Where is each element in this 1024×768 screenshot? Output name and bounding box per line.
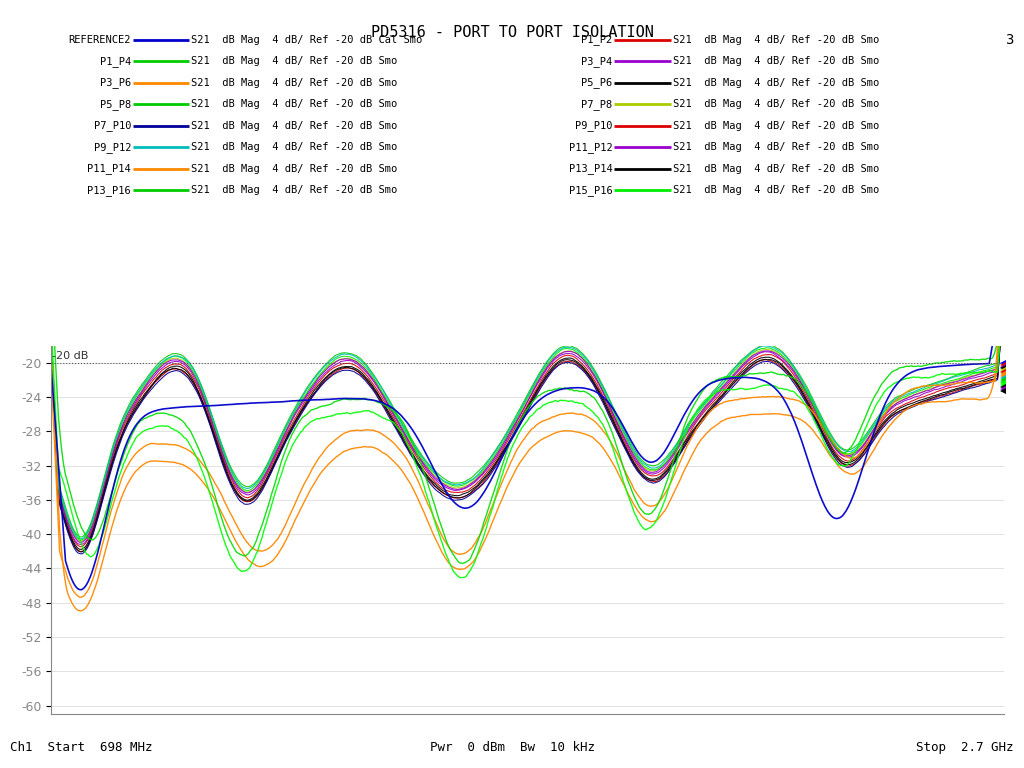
Text: S21  dB Mag  4 dB/ Ref -20 dB Smo: S21 dB Mag 4 dB/ Ref -20 dB Smo xyxy=(673,121,879,131)
Text: S21  dB Mag  4 dB/ Ref -20 dB Smo: S21 dB Mag 4 dB/ Ref -20 dB Smo xyxy=(673,164,879,174)
Text: P7_P10: P7_P10 xyxy=(93,121,131,131)
Text: S21  dB Mag  4 dB/ Ref -20 dB Smo: S21 dB Mag 4 dB/ Ref -20 dB Smo xyxy=(191,56,397,67)
Text: S21  dB Mag  4 dB/ Ref -20 dB Smo: S21 dB Mag 4 dB/ Ref -20 dB Smo xyxy=(673,99,879,110)
Text: P13_P14: P13_P14 xyxy=(568,164,612,174)
Text: -20 dB: -20 dB xyxy=(52,351,88,361)
Text: Pwr  0 dBm  Bw  10 kHz: Pwr 0 dBm Bw 10 kHz xyxy=(429,741,595,754)
Text: P13_P16: P13_P16 xyxy=(87,185,131,196)
Text: S21  dB Mag  4 dB/ Ref -20 dB Smo: S21 dB Mag 4 dB/ Ref -20 dB Smo xyxy=(673,142,879,153)
Text: P5_P6: P5_P6 xyxy=(581,78,612,88)
Text: 3: 3 xyxy=(1006,33,1014,47)
Text: P1_P4: P1_P4 xyxy=(99,56,131,67)
Text: REFERENCE2: REFERENCE2 xyxy=(69,35,131,45)
Text: S21  dB Mag  4 dB/ Ref -20 dB Smo: S21 dB Mag 4 dB/ Ref -20 dB Smo xyxy=(191,121,397,131)
Text: S21  dB Mag  4 dB/ Ref -20 dB Smo: S21 dB Mag 4 dB/ Ref -20 dB Smo xyxy=(673,35,879,45)
Text: P11_P14: P11_P14 xyxy=(87,164,131,174)
Text: P3_P6: P3_P6 xyxy=(99,78,131,88)
Text: S21  dB Mag  4 dB/ Ref -20 dB Smo: S21 dB Mag 4 dB/ Ref -20 dB Smo xyxy=(191,185,397,196)
Text: P11_P12: P11_P12 xyxy=(568,142,612,153)
Text: P5_P8: P5_P8 xyxy=(99,99,131,110)
Text: S21  dB Mag  4 dB/ Ref -20 dB Smo: S21 dB Mag 4 dB/ Ref -20 dB Smo xyxy=(191,99,397,110)
Text: S21  dB Mag  4 dB/ Ref -20 dB Smo: S21 dB Mag 4 dB/ Ref -20 dB Smo xyxy=(191,142,397,153)
Text: PD5316 - PORT TO PORT ISOLATION: PD5316 - PORT TO PORT ISOLATION xyxy=(371,25,653,40)
Text: S21  dB Mag  4 dB/ Ref -20 dB Smo: S21 dB Mag 4 dB/ Ref -20 dB Smo xyxy=(673,78,879,88)
Text: Stop  2.7 GHz: Stop 2.7 GHz xyxy=(916,741,1014,754)
Text: P3_P4: P3_P4 xyxy=(581,56,612,67)
Text: P1_P2: P1_P2 xyxy=(581,35,612,45)
Text: S21  dB Mag  4 dB/ Ref -20 dB Smo: S21 dB Mag 4 dB/ Ref -20 dB Smo xyxy=(191,78,397,88)
Text: S21  dB Mag  4 dB/ Ref -20 dB Smo: S21 dB Mag 4 dB/ Ref -20 dB Smo xyxy=(191,164,397,174)
Text: P15_P16: P15_P16 xyxy=(568,185,612,196)
Text: S21  dB Mag  4 dB/ Ref -20 dB Smo: S21 dB Mag 4 dB/ Ref -20 dB Smo xyxy=(673,185,879,196)
Text: P9_P12: P9_P12 xyxy=(93,142,131,153)
Text: S21  dB Mag  4 dB/ Ref -20 dB Cal Smo: S21 dB Mag 4 dB/ Ref -20 dB Cal Smo xyxy=(191,35,423,45)
Text: S21  dB Mag  4 dB/ Ref -20 dB Smo: S21 dB Mag 4 dB/ Ref -20 dB Smo xyxy=(673,56,879,67)
Text: P9_P10: P9_P10 xyxy=(574,121,612,131)
Text: Ch1  Start  698 MHz: Ch1 Start 698 MHz xyxy=(10,741,153,754)
Text: P7_P8: P7_P8 xyxy=(581,99,612,110)
